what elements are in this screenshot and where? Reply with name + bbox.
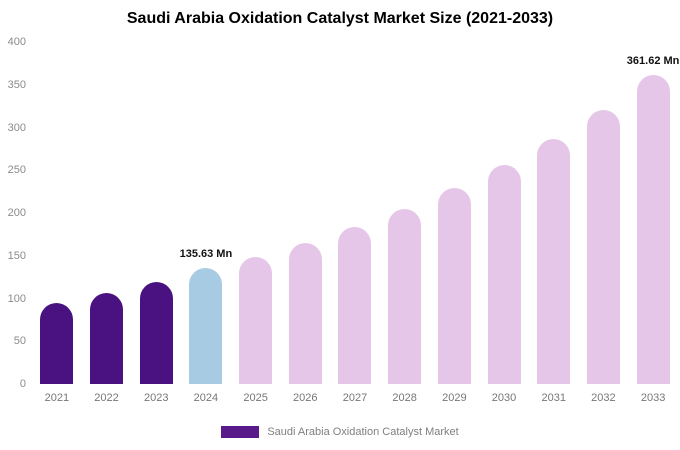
bar-slot-2029 (430, 42, 480, 384)
bar-slot-2026 (280, 42, 330, 384)
bar-2026 (288, 242, 322, 384)
x-tick-2031: 2031 (541, 392, 566, 404)
y-tick-50: 50 (13, 335, 26, 348)
x-tick-2028: 2028 (392, 392, 417, 404)
y-tick-150: 150 (7, 249, 26, 262)
bar-2024 (189, 268, 223, 384)
x-tick-2024: 2024 (193, 392, 219, 404)
x-axis: 2021 2022 2023 2024 2025 2026 2027 2028 2029 2030… (32, 392, 678, 404)
chart-title: Saudi Arabia Oxidation Catalyst Market S… (126, 10, 554, 27)
x-tick-2030: 2030 (491, 392, 517, 404)
x-tick-2029: 2029 (442, 392, 467, 404)
bar-2023 (139, 282, 173, 384)
bar-2033 (636, 74, 670, 384)
bar-slot-2024: 135.63 Mn (179, 42, 233, 384)
bar-slot-2022 (82, 42, 132, 384)
x-tick-2026: 2026 (293, 392, 318, 404)
bar-value-label-2033: 361.62 Mn (626, 54, 680, 67)
bar-slot-2030 (479, 42, 529, 384)
bar-2029 (437, 188, 471, 384)
bar-slot-2031 (529, 42, 579, 384)
bar-2030 (487, 165, 521, 384)
x-tick-2027: 2027 (342, 392, 368, 404)
bar-2032 (586, 110, 620, 384)
bar-slot-2021 (32, 42, 82, 384)
x-tick-2033: 2033 (640, 392, 666, 404)
y-tick-250: 250 (7, 164, 26, 177)
bar-2028 (388, 208, 422, 384)
y-tick-300: 300 (7, 121, 26, 134)
bar-2031 (537, 139, 571, 384)
x-tick-2023: 2023 (143, 392, 169, 404)
legend: Saudi Arabia Oxidation Catalyst Market (0, 426, 680, 438)
bar-slot-2027 (330, 42, 380, 384)
y-tick-400: 400 (7, 36, 26, 48)
y-tick-200: 200 (7, 207, 26, 219)
x-tick-2022: 2022 (94, 392, 119, 404)
bar-slot-2023 (131, 42, 181, 384)
y-tick-100: 100 (7, 292, 26, 305)
y-tick-350: 350 (7, 78, 26, 91)
legend-swatch (221, 426, 260, 438)
y-axis: 0 50 100 150 200 250 300 350 400 (0, 36, 26, 390)
bar-2022 (90, 293, 124, 384)
y-tick-0: 0 (19, 378, 26, 390)
bar-slot-2028 (380, 42, 430, 384)
x-tick-2021: 2021 (44, 392, 70, 404)
bar-value-label-2024: 135.63 Mn (179, 248, 233, 261)
bar-slot-2025 (231, 42, 281, 384)
bar-2025 (239, 257, 273, 384)
bar-2021 (40, 302, 74, 384)
bar-slot-2033: 361.62 Mn (626, 42, 680, 384)
bar-2027 (338, 226, 372, 384)
bar-slot-2032 (579, 42, 629, 384)
legend-label: Saudi Arabia Oxidation Catalyst Market (267, 426, 459, 438)
x-tick-2032: 2032 (591, 392, 616, 404)
plot-area: 135.63 Mn 361.62 Mn (32, 42, 680, 384)
x-tick-2025: 2025 (243, 392, 268, 404)
